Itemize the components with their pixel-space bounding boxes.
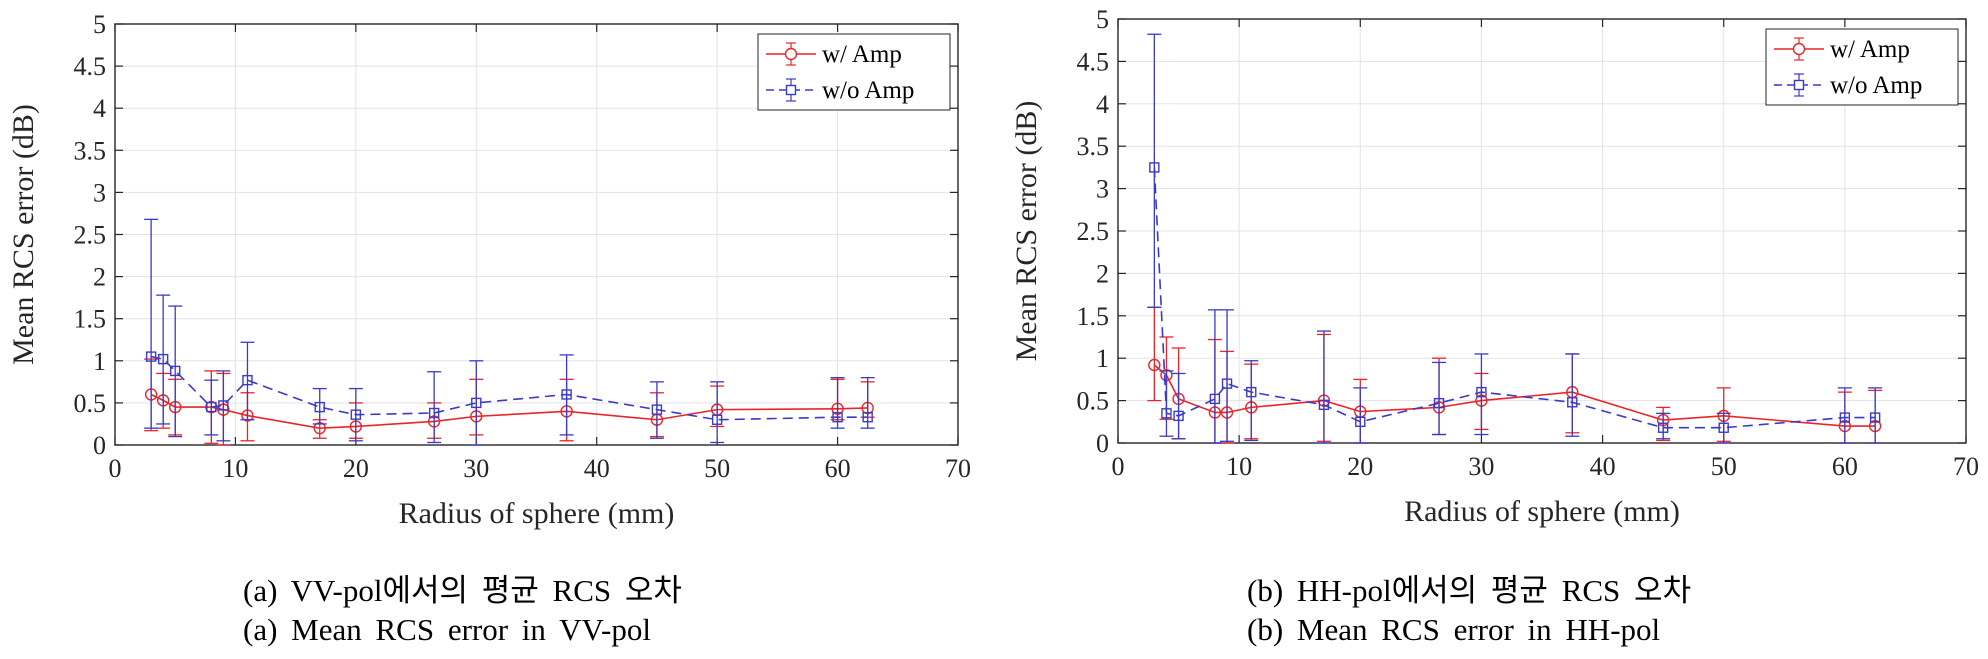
y-tick-label: 0 — [1096, 429, 1109, 458]
legend-box — [1765, 28, 1959, 106]
x-axis-label: Radius of sphere (mm) — [1404, 495, 1680, 528]
y-tick-label: 0.5 — [74, 389, 107, 418]
legend-label: w/ Amp — [1830, 36, 1910, 63]
legend-box — [757, 33, 951, 111]
y-tick-label: 4.5 — [1077, 47, 1110, 76]
y-tick-label: 1 — [1096, 344, 1109, 373]
y-axis-label: Mean RCS error (dB) — [7, 104, 40, 365]
data-point-wo-amp — [1173, 410, 1184, 422]
data-point-wo-amp — [862, 412, 873, 423]
caption-b-english: (b) Mean RCS error in HH-pol — [1247, 612, 1661, 647]
x-tick-label: 20 — [343, 454, 369, 483]
data-point-wo-amp — [1209, 393, 1221, 405]
legend-marker-circle — [1792, 42, 1806, 56]
data-point-wo-amp — [1221, 378, 1233, 389]
x-tick-label: 10 — [222, 454, 248, 483]
y-tick-label: 5 — [93, 10, 106, 39]
x-tick-label: 30 — [1468, 452, 1494, 481]
data-point-wo-amp — [206, 401, 217, 413]
chart-panel-b: 0 10 20 30 40 50 60 70 0 0.5 1 1.5 2 2.5 3 3.5 4 4.5 5 Radi… — [1010, 5, 1979, 528]
legend: w/ Amp w/o Amp — [1765, 28, 1959, 106]
y-tick-label: 3 — [93, 178, 106, 207]
data-point-wo-amp — [711, 414, 723, 425]
data-point-wo-amp — [1567, 397, 1578, 408]
x-tick-label: 70 — [1953, 452, 1979, 481]
y-tick-label: 1.5 — [1077, 302, 1110, 331]
y-tick-label: 3 — [1096, 175, 1109, 204]
y-tick-label: 4 — [93, 94, 106, 123]
data-point-wo-amp — [1161, 408, 1172, 419]
legend-marker-square — [785, 84, 797, 96]
x-tick-label: 60 — [1832, 452, 1858, 481]
data-point-wo-amp — [1869, 412, 1881, 423]
data-point-wo-amp — [350, 409, 362, 420]
y-tick-label: 4.5 — [74, 52, 107, 81]
y-tick-label: 2 — [1096, 259, 1109, 288]
data-point-wo-amp — [314, 401, 325, 413]
x-axis-label: Radius of sphere (mm) — [399, 497, 675, 530]
legend-label: w/o Amp — [822, 77, 914, 104]
data-point-wo-amp — [1149, 162, 1160, 173]
chart-panel-a: 0 10 20 30 40 50 60 70 0 0.5 1 1.5 2 2.5 3 3.5 4 4.5 5 Radi… — [7, 10, 971, 530]
axes-frame — [114, 23, 959, 446]
data-point-wo-amp — [561, 389, 572, 400]
x-tick-label: 70 — [945, 454, 971, 483]
data-point-wo-amp — [170, 365, 181, 377]
y-tick-label: 2.5 — [1077, 217, 1110, 246]
y-tick-label: 3.5 — [74, 136, 107, 165]
y-tick-label: 0.5 — [1077, 387, 1110, 416]
data-point-wo-amp — [471, 397, 482, 409]
data-point-wo-amp — [218, 400, 229, 411]
y-tick-label: 5 — [1096, 5, 1109, 34]
x-tick-label: 60 — [825, 454, 851, 483]
caption-a-english: (a) Mean RCS error in VV-pol — [243, 612, 651, 647]
y-tick-label: 4 — [1096, 90, 1109, 119]
data-point-wo-amp — [1718, 422, 1729, 433]
caption-b-korean: (b) HH-pol에서의 평균 RCS 오차 — [1247, 573, 1692, 608]
x-tick-label: 50 — [704, 454, 730, 483]
data-point-wo-amp — [428, 407, 440, 419]
data-point-wo-amp — [1839, 412, 1851, 423]
data-point-wo-amp — [145, 351, 157, 362]
y-tick-label: 2 — [93, 263, 106, 292]
data-point-wo-amp — [1657, 422, 1669, 433]
x-tick-label: 10 — [1226, 452, 1252, 481]
data-point-wo-amp — [1246, 386, 1257, 398]
x-tick-label: 40 — [1590, 452, 1616, 481]
data-point-wo-amp — [1318, 399, 1330, 411]
legend-marker-square — [1793, 79, 1805, 91]
legend-marker-circle — [784, 47, 798, 61]
data-point-wo-amp — [1476, 386, 1487, 398]
axes-frame — [1117, 18, 1967, 444]
x-tick-label: 0 — [1112, 452, 1125, 481]
data-point-wo-amp — [1355, 416, 1366, 427]
x-tick-label: 20 — [1347, 452, 1373, 481]
data-point-wo-amp — [157, 353, 169, 365]
legend-label: w/ Amp — [822, 41, 902, 68]
y-tick-label: 1 — [93, 347, 106, 376]
data-point-wo-amp — [1433, 397, 1445, 409]
data-point-wo-amp — [832, 412, 843, 423]
y-tick-label: 2.5 — [74, 221, 107, 250]
x-tick-label: 40 — [584, 454, 610, 483]
legend-label: w/o Amp — [1830, 72, 1922, 99]
legend: w/ Amp w/o Amp — [757, 33, 951, 111]
x-tick-label: 50 — [1711, 452, 1737, 481]
caption-a-korean: (a) VV-pol에서의 평균 RCS 오차 — [243, 573, 682, 608]
x-tick-label: 0 — [109, 454, 122, 483]
y-axis-label: Mean RCS error (dB) — [1010, 101, 1043, 362]
y-tick-label: 3.5 — [1077, 132, 1110, 161]
data-point-wo-amp — [651, 404, 663, 415]
data-point-w-amp — [1148, 358, 1161, 372]
y-tick-label: 0 — [93, 431, 106, 460]
y-tick-label: 1.5 — [74, 305, 107, 334]
data-point-wo-amp — [242, 374, 253, 386]
x-tick-label: 30 — [463, 454, 489, 483]
